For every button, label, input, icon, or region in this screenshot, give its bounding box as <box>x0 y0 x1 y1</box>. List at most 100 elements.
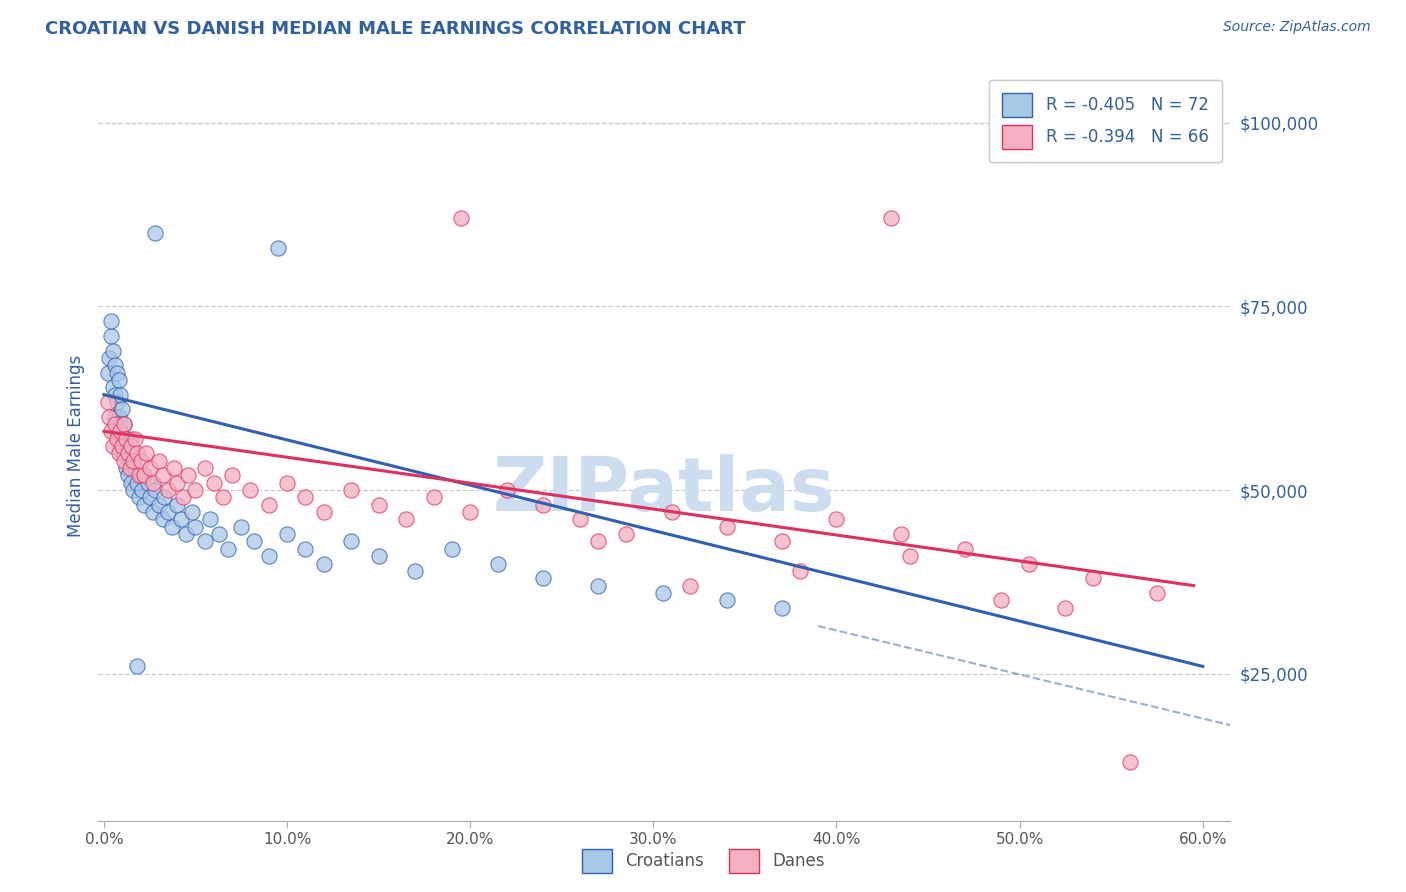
Point <box>112 417 135 431</box>
Point <box>176 527 198 541</box>
Point <box>194 534 217 549</box>
Point <box>100 314 122 328</box>
Point <box>112 446 135 460</box>
Point <box>661 505 683 519</box>
Point <box>1146 586 1168 600</box>
Point <box>202 475 225 490</box>
Point <box>110 417 132 431</box>
Point <box>115 432 138 446</box>
Point <box>231 520 253 534</box>
Point <box>450 211 472 226</box>
Point <box>257 498 280 512</box>
Point <box>440 541 463 556</box>
Point <box>404 564 426 578</box>
Point <box>898 549 921 564</box>
Point <box>105 432 128 446</box>
Text: CROATIAN VS DANISH MEDIAN MALE EARNINGS CORRELATION CHART: CROATIAN VS DANISH MEDIAN MALE EARNINGS … <box>45 20 745 37</box>
Point <box>105 366 128 380</box>
Point <box>495 483 517 497</box>
Point <box>125 659 148 673</box>
Point <box>117 468 139 483</box>
Point <box>142 505 165 519</box>
Point <box>111 432 134 446</box>
Point <box>105 395 128 409</box>
Point <box>112 453 135 467</box>
Point <box>153 491 176 505</box>
Point <box>118 461 141 475</box>
Point <box>184 483 207 497</box>
Point <box>340 534 363 549</box>
Point <box>101 439 124 453</box>
Point <box>486 557 509 571</box>
Point <box>136 475 159 490</box>
Point <box>1118 755 1140 769</box>
Point <box>1054 600 1077 615</box>
Point <box>107 373 129 387</box>
Point <box>1081 571 1104 585</box>
Point <box>160 520 183 534</box>
Point <box>588 578 610 592</box>
Point <box>422 491 444 505</box>
Point <box>143 226 166 240</box>
Point <box>651 586 673 600</box>
Point <box>107 446 129 460</box>
Point <box>124 432 146 446</box>
Point <box>129 468 152 483</box>
Point <box>880 211 903 226</box>
Point <box>789 564 811 578</box>
Point <box>770 600 793 615</box>
Y-axis label: Median Male Earnings: Median Male Earnings <box>66 355 84 537</box>
Point <box>104 417 127 431</box>
Point <box>198 512 221 526</box>
Point <box>135 446 157 460</box>
Point <box>458 505 481 519</box>
Point <box>276 475 298 490</box>
Point <box>100 328 122 343</box>
Legend: Croatians, Danes: Croatians, Danes <box>575 842 831 880</box>
Point <box>125 475 148 490</box>
Point <box>97 366 120 380</box>
Point <box>212 491 235 505</box>
Point <box>170 512 193 526</box>
Point <box>104 409 127 424</box>
Point <box>152 468 174 483</box>
Point <box>166 498 188 512</box>
Point <box>128 468 150 483</box>
Point <box>128 491 150 505</box>
Point <box>1018 557 1040 571</box>
Point <box>134 468 156 483</box>
Text: ZIPatlas: ZIPatlas <box>494 454 835 527</box>
Point <box>152 512 174 526</box>
Point <box>110 387 132 401</box>
Point <box>129 453 152 467</box>
Point <box>138 491 160 505</box>
Point <box>276 527 298 541</box>
Point <box>184 520 207 534</box>
Point <box>101 380 124 394</box>
Point <box>172 491 194 505</box>
Text: Source: ZipAtlas.com: Source: ZipAtlas.com <box>1223 20 1371 34</box>
Point <box>990 593 1012 607</box>
Point <box>122 483 145 497</box>
Point <box>122 446 145 460</box>
Point <box>294 541 316 556</box>
Point <box>120 475 142 490</box>
Point <box>533 571 555 585</box>
Point <box>105 425 128 439</box>
Point <box>131 483 153 497</box>
Point <box>194 461 217 475</box>
Point <box>162 461 184 475</box>
Point <box>533 498 555 512</box>
Point <box>953 541 976 556</box>
Point <box>148 498 170 512</box>
Point <box>679 578 702 592</box>
Point <box>156 505 179 519</box>
Point <box>257 549 280 564</box>
Point <box>177 468 200 483</box>
Point <box>395 512 418 526</box>
Point <box>716 593 738 607</box>
Point <box>122 453 145 467</box>
Point <box>107 409 129 424</box>
Point <box>115 432 138 446</box>
Point <box>367 498 389 512</box>
